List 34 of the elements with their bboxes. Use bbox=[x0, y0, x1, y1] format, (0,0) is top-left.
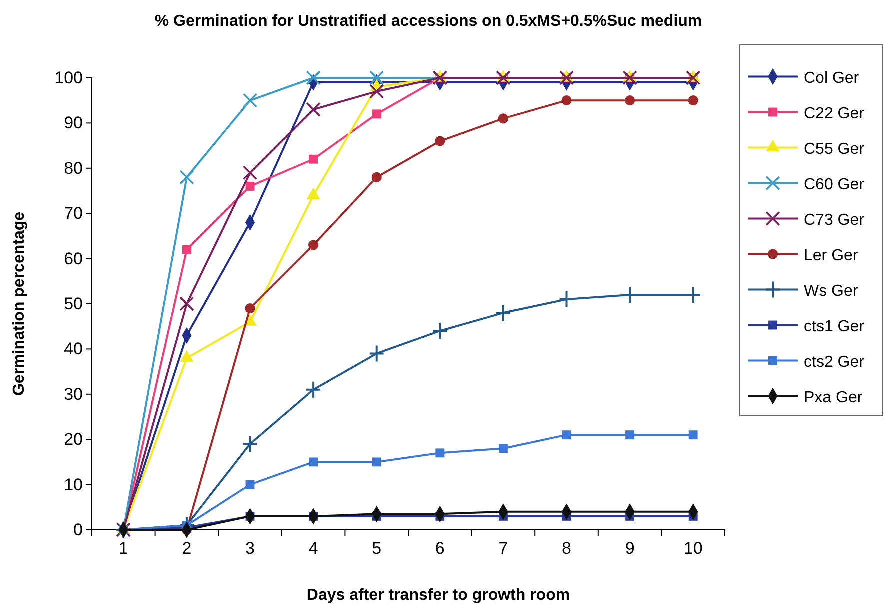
x-axis-title: Days after transfer to growth room bbox=[306, 587, 570, 604]
y-tick-label: 70 bbox=[64, 204, 83, 224]
y-tick-label: 0 bbox=[74, 520, 83, 540]
x-tick-label: 2 bbox=[182, 539, 192, 558]
y-tick-label: 30 bbox=[64, 384, 83, 404]
x-tick-label: 3 bbox=[246, 539, 255, 558]
legend-label: cts1 Ger bbox=[804, 318, 866, 336]
y-tick-label: 50 bbox=[64, 294, 83, 314]
x-tick-label: 7 bbox=[498, 539, 508, 558]
legend-label: Pxa Ger bbox=[804, 389, 864, 406]
x-tick-label: 8 bbox=[562, 539, 572, 558]
x-tick-label: 5 bbox=[372, 539, 382, 558]
y-tick-label: 90 bbox=[64, 114, 83, 133]
y-tick-label: 40 bbox=[64, 340, 83, 359]
legend-label: cts2 Ger bbox=[804, 354, 866, 371]
x-tick-label: 4 bbox=[308, 539, 318, 558]
chart-title: % Germination for Unstratified accessions on 0.5xMS+0.5%Suc medium bbox=[154, 13, 702, 30]
legend-label: Ler Ger bbox=[804, 247, 859, 264]
legend-label: C60 Ger bbox=[804, 176, 866, 194]
y-tick-label: 60 bbox=[64, 249, 83, 268]
y-axis-title: Germination percentage bbox=[11, 212, 28, 396]
x-tick-label: 1 bbox=[118, 539, 128, 558]
y-tick-label: 100 bbox=[54, 68, 83, 88]
legend-label: C55 Ger bbox=[804, 140, 866, 158]
y-tick-label: 10 bbox=[64, 475, 83, 494]
legend-label: C73 Ger bbox=[804, 212, 866, 229]
legend-label: C22 Ger bbox=[804, 105, 866, 122]
x-tick-label: 9 bbox=[625, 539, 635, 558]
y-tick-label: 20 bbox=[64, 430, 83, 450]
legend-label: Ws Ger bbox=[804, 282, 859, 300]
legend-label: Col Ger bbox=[804, 70, 860, 87]
x-tick-label: 10 bbox=[684, 539, 703, 558]
y-tick-label: 80 bbox=[64, 158, 83, 178]
x-tick-label: 6 bbox=[435, 539, 445, 558]
